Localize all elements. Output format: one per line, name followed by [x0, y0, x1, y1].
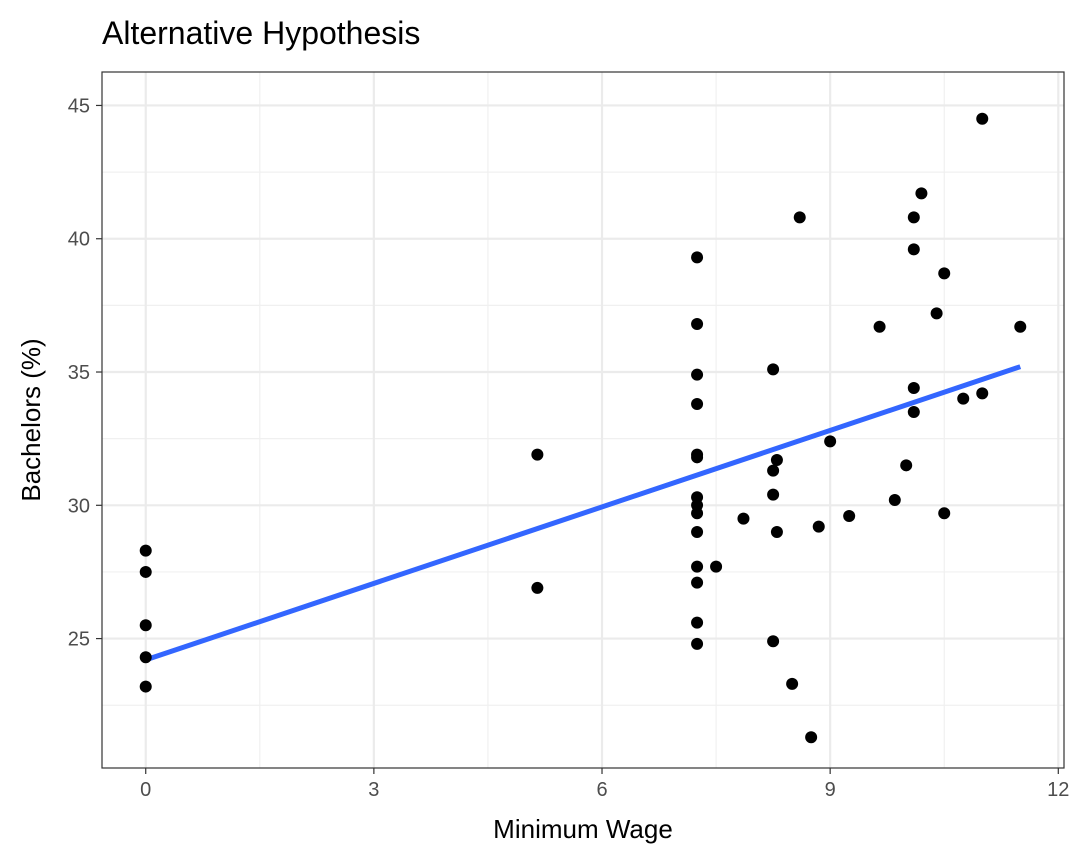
- y-tick-label: 45: [68, 95, 90, 117]
- data-point: [900, 459, 913, 472]
- data-point: [976, 387, 989, 400]
- regression-line: [144, 364, 1022, 663]
- y-tick-label: 40: [68, 229, 90, 251]
- data-point: [139, 544, 152, 557]
- data-point: [737, 512, 750, 525]
- data-point: [691, 637, 704, 650]
- plot-panel: [102, 72, 1064, 768]
- data-point: [938, 267, 951, 280]
- data-point: [691, 525, 704, 538]
- data-point: [139, 651, 152, 664]
- data-point: [710, 560, 723, 573]
- data-point: [843, 509, 856, 522]
- x-tick-label: 12: [1047, 779, 1069, 801]
- y-axis-title: Bachelors (%): [16, 338, 46, 501]
- x-tick-label: 0: [140, 779, 151, 801]
- data-point: [805, 731, 818, 744]
- data-point: [1014, 320, 1027, 333]
- data-point: [824, 435, 837, 448]
- data-point: [139, 619, 152, 632]
- x-tick-label: 6: [596, 779, 607, 801]
- data-point: [786, 677, 799, 690]
- data-point: [691, 368, 704, 381]
- data-point: [770, 525, 783, 538]
- y-tick-label: 35: [68, 362, 90, 384]
- data-point: [888, 493, 901, 506]
- data-point: [873, 320, 886, 333]
- data-point: [907, 211, 920, 224]
- x-axis-ticks: 0 3 6 9 12: [140, 768, 1069, 801]
- data-point: [907, 382, 920, 395]
- plot-border: [101, 71, 1065, 769]
- data-point: [691, 251, 704, 264]
- data-point: [767, 488, 780, 501]
- data-point: [930, 307, 943, 320]
- x-axis-title: Minimum Wage: [493, 814, 673, 844]
- data-point: [976, 112, 989, 125]
- data-point: [691, 451, 704, 464]
- data-point: [907, 243, 920, 256]
- data-point: [691, 318, 704, 331]
- data-point: [812, 520, 825, 533]
- data-point: [915, 187, 928, 200]
- data-point: [767, 363, 780, 376]
- data-point: [691, 507, 704, 520]
- x-tick-label: 3: [368, 779, 379, 801]
- data-point: [907, 406, 920, 419]
- data-point: [691, 560, 704, 573]
- data-point: [938, 507, 951, 520]
- data-point: [691, 576, 704, 589]
- data-point: [767, 464, 780, 477]
- x-tick-label: 9: [825, 779, 836, 801]
- data-point: [767, 635, 780, 648]
- data-point: [793, 211, 806, 224]
- data-point: [139, 680, 152, 693]
- data-point: [531, 448, 544, 461]
- y-tick-label: 25: [68, 629, 90, 651]
- chart-title: Alternative Hypothesis: [102, 15, 420, 51]
- data-point: [957, 392, 970, 405]
- y-tick-label: 30: [68, 495, 90, 517]
- data-point: [691, 616, 704, 629]
- data-point: [691, 398, 704, 411]
- y-axis-ticks: 25 30 35 40 45: [68, 95, 102, 651]
- data-point: [531, 581, 544, 594]
- data-point: [770, 453, 783, 466]
- grid-lines: [102, 72, 1064, 768]
- data-point: [139, 565, 152, 578]
- trend-line-layer: [144, 364, 1022, 663]
- data-points: [139, 112, 1027, 744]
